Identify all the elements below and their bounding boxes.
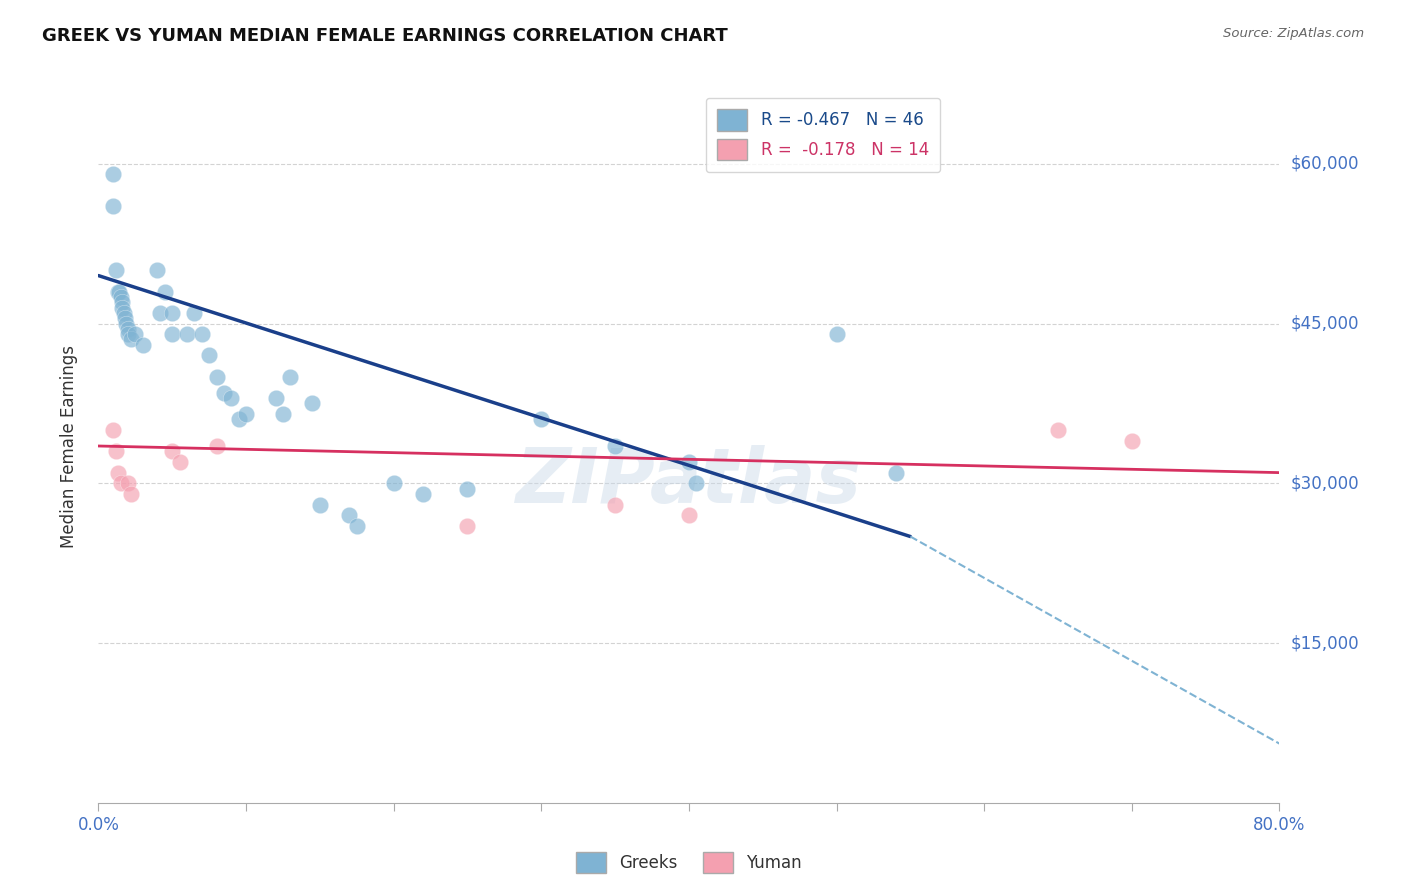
Point — [162, 306, 183, 320]
Point — [117, 476, 139, 491]
Point — [124, 327, 146, 342]
Point — [205, 439, 228, 453]
Point — [105, 263, 128, 277]
Point — [146, 263, 169, 277]
Point — [346, 519, 368, 533]
Point — [162, 444, 183, 458]
Point — [228, 412, 250, 426]
Point — [111, 295, 134, 310]
Text: Source: ZipAtlas.com: Source: ZipAtlas.com — [1223, 27, 1364, 40]
Point — [605, 439, 627, 453]
Point — [264, 391, 287, 405]
Text: GREEK VS YUMAN MEDIAN FEMALE EARNINGS CORRELATION CHART: GREEK VS YUMAN MEDIAN FEMALE EARNINGS CO… — [42, 27, 728, 45]
Point — [212, 385, 235, 400]
Point — [117, 327, 139, 342]
Point — [825, 327, 848, 342]
Point — [107, 466, 129, 480]
Point — [235, 407, 257, 421]
Point — [176, 327, 198, 342]
Point — [107, 285, 129, 299]
Point — [1046, 423, 1069, 437]
Point — [114, 311, 136, 326]
Point — [685, 476, 707, 491]
Point — [278, 369, 302, 384]
Point — [120, 333, 142, 347]
Point — [219, 391, 242, 405]
Point — [110, 290, 132, 304]
Point — [115, 317, 138, 331]
Text: $15,000: $15,000 — [1291, 634, 1360, 652]
Text: $60,000: $60,000 — [1291, 154, 1360, 173]
Point — [456, 482, 478, 496]
Point — [198, 349, 221, 363]
Point — [309, 498, 332, 512]
Point — [111, 301, 134, 315]
Point — [301, 396, 323, 410]
Y-axis label: Median Female Earnings: Median Female Earnings — [59, 344, 77, 548]
Point — [1121, 434, 1143, 448]
Point — [191, 327, 214, 342]
Point — [112, 306, 135, 320]
Point — [120, 487, 142, 501]
Point — [110, 476, 132, 491]
Point — [678, 508, 700, 523]
Point — [456, 519, 478, 533]
Point — [169, 455, 191, 469]
Point — [205, 369, 228, 384]
Text: ZIPatlas: ZIPatlas — [516, 445, 862, 518]
Point — [605, 498, 627, 512]
Point — [103, 199, 125, 213]
Point — [103, 423, 125, 437]
Point — [103, 168, 125, 182]
Point — [530, 412, 553, 426]
Point — [105, 444, 128, 458]
Point — [117, 322, 139, 336]
Point — [149, 306, 172, 320]
Point — [108, 285, 131, 299]
Legend: Greeks, Yuman: Greeks, Yuman — [569, 846, 808, 880]
Point — [678, 455, 700, 469]
Point — [162, 327, 183, 342]
Text: $30,000: $30,000 — [1291, 475, 1360, 492]
Point — [337, 508, 360, 523]
Text: $45,000: $45,000 — [1291, 315, 1360, 333]
Point — [382, 476, 405, 491]
Point — [132, 338, 155, 352]
Point — [884, 466, 907, 480]
Point — [412, 487, 434, 501]
Point — [183, 306, 205, 320]
Point — [271, 407, 294, 421]
Point — [153, 285, 176, 299]
